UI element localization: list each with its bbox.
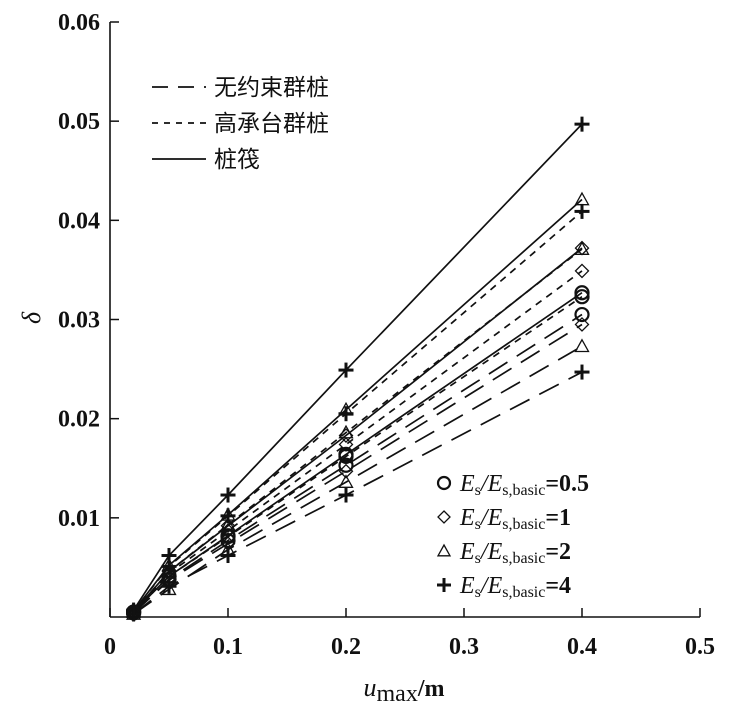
data-point-diamond [220,518,236,534]
legend-line-label: 无约束群桩 [214,75,329,101]
data-point-plus [338,487,354,503]
y-tick-label: 0.04 [58,208,100,234]
y-tick-label: 0.02 [58,407,100,433]
x-tick-label: 0.1 [213,634,243,660]
y-axis-title: δ [17,311,46,324]
data-point-plus [220,508,236,524]
x-tick-label: 0.2 [331,634,361,660]
data-point-circle [220,533,236,549]
axes [109,22,700,618]
y-tick-label: 0.06 [58,10,100,36]
data-point-plus [220,548,236,564]
legend-line-label: 高承台群桩 [214,111,329,137]
data-point-circle [338,457,354,473]
data-point-plus [574,116,590,132]
legend-marker-diamond [437,510,451,524]
legend-marker-label: Es/Es,basic=1 [459,505,571,533]
x-axis-title: umax/m [364,673,445,707]
legend-line-label: 桩筏 [214,147,260,173]
data-point-plus [574,364,590,380]
y-tick-label: 0.01 [58,506,100,532]
data-point-diamond [574,317,590,332]
legend-marker-triangle [436,543,452,557]
legend-marker-plus [437,578,451,592]
data-point-plus [338,362,354,378]
data-point-triangle [161,581,177,596]
series-line-dashed-short-triangle [132,248,583,613]
data-point-diamond [574,263,590,279]
ticks: 0 0.1 0.2 0.3 0.4 0.5 0.01 0.02 0.03 0.04 0.05 0.06 [58,10,715,660]
legend-marker-label: Es/Es,basic=0.5 [459,471,589,499]
legend-marker-label: Es/Es,basic=4 [459,573,571,601]
series-line-dashed-long-circle [133,313,583,614]
plot-lines [132,123,583,615]
x-tick-label: 0.5 [685,634,715,660]
x-axis-title-symbol: u [364,673,377,702]
data-point-triangle [574,338,590,353]
y-tick-label: 0.03 [58,308,100,334]
y-tick-label: 0.05 [58,109,100,135]
x-tick-label: 0.4 [567,634,597,660]
data-point-circle [574,306,590,323]
data-point-diamond [338,463,354,479]
data-point-diamond [161,563,177,579]
data-point-circle [574,285,590,301]
legend-marker-circle [436,475,452,491]
data-point-triangle [338,474,354,488]
series-line-dashed-short-diamond [132,270,583,613]
x-axis-title-subscript: max [377,681,418,707]
plot-markers [125,116,590,622]
data-point-plus [126,606,142,622]
x-axis-title-unit: /m [417,676,445,702]
x-tick-label: 0 [104,634,116,660]
data-point-plus [338,406,354,422]
data-point-triangle [574,241,590,255]
data-point-circle [338,448,354,464]
series-line-dashed-long-triangle [133,345,583,615]
series-line-solid-diamond [132,247,583,613]
data-point-diamond [338,437,354,452]
data-point-plus [574,203,590,219]
data-point-plus [220,487,236,503]
data-point-circle [574,289,590,305]
data-point-plus [161,578,177,594]
marker-legend: Es/Es,basic=0.5 Es/Es,basic=1 Es/Es,basic=… [436,471,589,601]
legend-marker-label: Es/Es,basic=2 [459,539,571,567]
x-tick-label: 0.3 [449,634,479,660]
